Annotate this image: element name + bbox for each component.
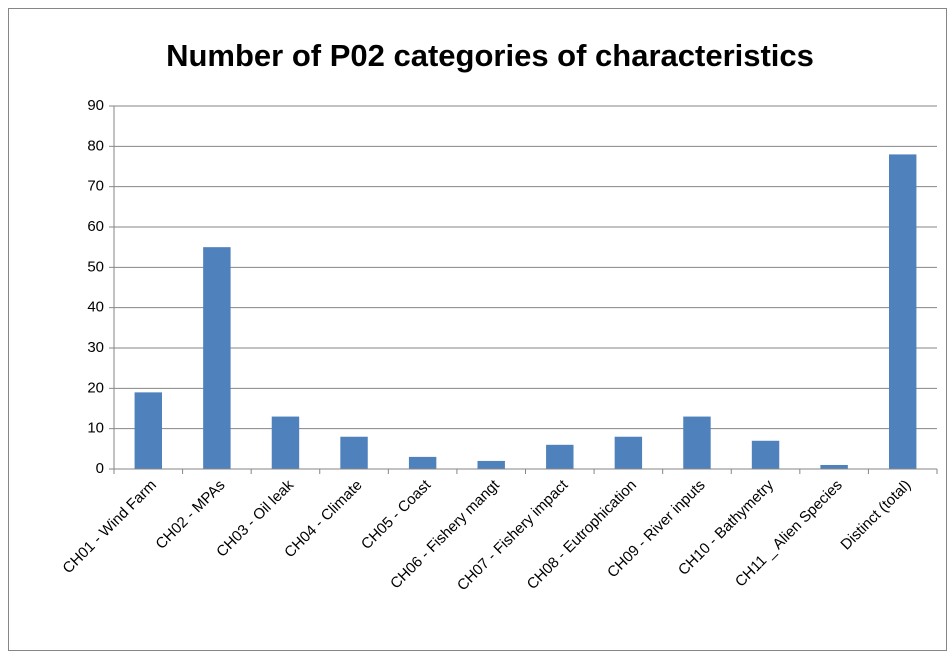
y-tick-label: 70 (87, 178, 104, 195)
bar (683, 416, 711, 469)
bar (614, 436, 643, 469)
bar (751, 440, 780, 469)
y-tick-label: 20 (87, 379, 104, 396)
y-tick-label: 0 (96, 460, 104, 477)
bar (408, 456, 437, 469)
bar (203, 247, 231, 469)
y-tick-label: 90 (87, 97, 104, 114)
y-tick-label: 50 (87, 258, 104, 275)
bar (546, 444, 574, 469)
chart-frame (8, 8, 947, 651)
y-tick-label: 60 (87, 218, 104, 235)
y-tick-label: 80 (87, 137, 104, 154)
bar (340, 436, 368, 469)
y-tick-label: 40 (87, 299, 104, 316)
y-tick-label: 10 (87, 420, 104, 437)
bar (271, 416, 300, 469)
bar (888, 154, 917, 469)
chart-title: Number of P02 categories of characterist… (166, 38, 814, 73)
bar (820, 464, 848, 469)
bar (477, 460, 505, 469)
bar (134, 392, 163, 469)
y-tick-label: 30 (87, 339, 104, 356)
